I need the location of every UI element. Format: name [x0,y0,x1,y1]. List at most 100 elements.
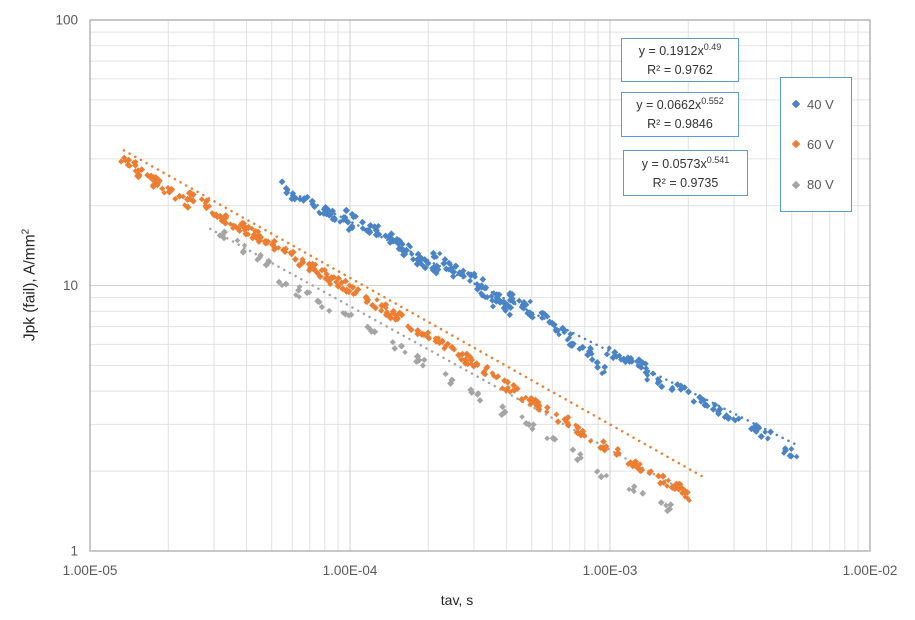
data-point [711,401,719,408]
data-point [296,284,303,290]
data-point [118,158,125,165]
data-point [647,468,655,475]
data-point [529,314,536,321]
data-point [392,312,400,319]
data-point [452,262,460,270]
data-point [320,210,328,217]
data-point [467,356,475,364]
data-point [144,171,151,179]
data-point [435,339,443,347]
data-point [483,365,490,372]
data-point [655,377,663,385]
data-point [503,302,511,310]
data-point [677,385,685,393]
data-point [480,368,488,375]
data-point [499,403,506,411]
data-point [256,235,264,242]
data-point [227,221,234,227]
data-point [378,307,385,314]
data-point [198,196,205,203]
data-point [353,213,359,220]
data-point [657,499,665,506]
x-axis-title: tav, s [440,592,474,608]
data-point [309,264,317,272]
data-point [494,373,501,380]
equation-exponent-40v: 0.49 [703,41,722,52]
data-point [350,214,357,221]
data-point [296,294,302,300]
data-point [637,461,643,467]
data-point [522,420,530,427]
data-point [643,365,650,372]
data-point [421,356,428,363]
data-point [587,350,594,356]
data-point [535,405,543,413]
data-point [675,486,682,493]
data-point [418,330,426,338]
data-point [271,246,278,253]
data-point [478,282,485,288]
data-point [349,284,356,291]
data-point [519,414,525,420]
data-point [257,251,264,259]
trendline-equation-box-40v: y = 0.1912x0.49 R² = 0.9762 [621,38,739,82]
data-point [600,438,607,445]
data-point [262,240,269,247]
data-point [387,314,395,322]
diamond-marker-icon [791,140,801,149]
data-point [696,393,704,401]
data-point [462,356,470,364]
r-squared-80v: R² = 0.9735 [652,175,719,190]
data-point [386,232,393,239]
data-point [603,472,610,479]
equation-line-40v: y = 0.1912x0.49 [639,41,722,61]
data-point [282,245,289,252]
data-point [569,446,577,454]
diamond-marker-icon [791,99,801,109]
data-point [458,356,465,363]
data-point [442,370,449,378]
data-points [118,154,800,515]
data-point [625,461,631,467]
data-point [433,254,440,260]
data-point [616,352,623,359]
legend-item-80v: 80 V [791,177,851,192]
data-point [415,250,422,257]
trendline-equation-box-60v: y = 0.0662x0.552 R² = 0.9846 [621,92,739,137]
data-point [467,277,473,284]
data-point [504,378,511,386]
data-point [489,303,497,310]
data-point [316,209,322,215]
equation-line-60v: y = 0.0662x0.552 [636,95,724,115]
y-tick-label: 1 [70,544,78,559]
x-tick-label: 1.00E-04 [323,563,378,578]
data-point [339,285,347,293]
x-tick-label: 1.00E-05 [63,563,118,578]
data-point [400,246,407,254]
diamond-marker-icon [791,180,801,190]
data-point [601,444,607,451]
data-point [518,395,526,404]
data-point [659,472,667,480]
data-point [398,311,406,319]
data-point [314,297,322,305]
data-point [595,364,601,370]
data-point [552,326,559,333]
data-point [544,435,550,442]
data-point [221,219,229,227]
data-point [576,345,583,353]
data-point [566,335,573,341]
legend-label-40v: 40 V [807,96,834,112]
data-point [342,214,349,221]
data-point [544,409,550,415]
data-point [382,232,390,240]
data-point [527,298,533,305]
y-axis-title-text: Jpk (fail), A/mm [21,234,39,342]
data-point [219,214,225,221]
data-point [186,190,192,196]
data-point [327,277,333,283]
data-point [587,438,594,444]
data-point [313,268,321,276]
data-point [165,184,171,191]
